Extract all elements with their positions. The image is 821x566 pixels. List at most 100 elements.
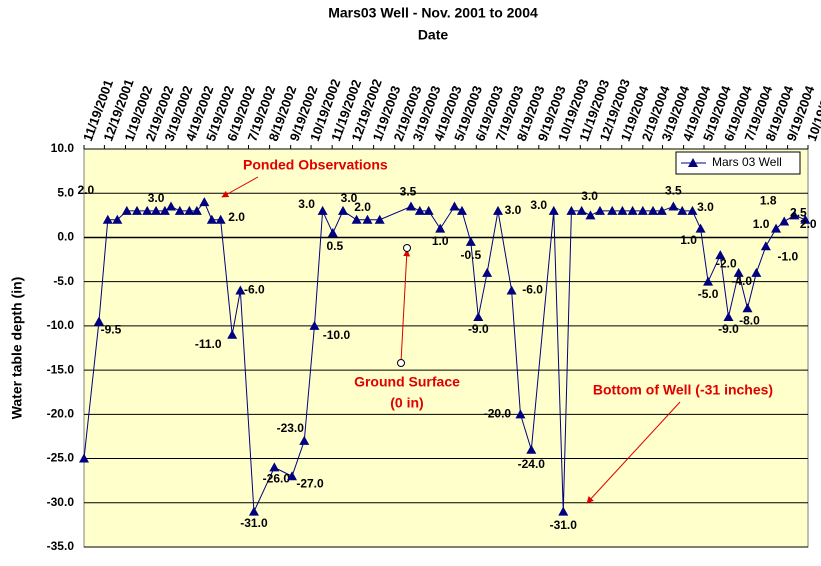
marker [166, 201, 177, 211]
marker [482, 267, 493, 277]
annotation: Bottom of Well (-31 inches) [593, 382, 773, 398]
marker [227, 329, 238, 339]
data-label: -27.0 [296, 476, 324, 490]
annotation: (0 in) [390, 395, 423, 411]
marker [779, 216, 790, 226]
data-label: 0.5 [326, 239, 343, 253]
marker [435, 223, 446, 233]
marker [617, 205, 628, 215]
data-label: -9.5 [101, 323, 122, 337]
marker [351, 214, 362, 224]
marker [121, 205, 132, 215]
marker [566, 205, 577, 215]
y-tick-label: -30.0 [47, 495, 75, 509]
data-label: 2.0 [228, 210, 245, 224]
marker [677, 205, 688, 215]
marker [594, 205, 605, 215]
marker [668, 201, 679, 211]
annotation: Ponded Observations [243, 157, 388, 173]
data-label: 2.0 [800, 217, 817, 231]
marker [159, 205, 170, 215]
marker [585, 210, 596, 220]
marker [760, 241, 771, 251]
marker [199, 197, 210, 207]
marker [607, 205, 618, 215]
marker [800, 214, 811, 224]
y-tick-label: 0.0 [57, 230, 74, 244]
data-label: -10.0 [323, 328, 351, 342]
marker [695, 223, 706, 233]
data-label: -20.0 [484, 407, 512, 421]
data-label: 1.0 [432, 234, 449, 248]
marker [687, 205, 698, 215]
marker [456, 205, 467, 215]
marker [93, 316, 104, 326]
data-label: -31.0 [550, 518, 578, 532]
marker [405, 201, 416, 211]
data-label: -0.5 [460, 248, 481, 262]
marker [449, 201, 460, 211]
y-tick-label: -20.0 [47, 407, 75, 421]
data-label: 2.5 [790, 206, 807, 220]
marker [132, 205, 143, 215]
arrow [221, 176, 259, 198]
legend: Mars 03 Well [675, 151, 801, 175]
marker [558, 506, 569, 516]
marker [309, 320, 320, 330]
marker [789, 210, 800, 220]
data-label: 3.0 [530, 198, 547, 212]
data-label: -6.0 [244, 283, 265, 297]
data-label: 2.0 [354, 200, 371, 214]
legend-marker [688, 158, 698, 167]
marker [473, 312, 484, 322]
marker [248, 506, 259, 516]
marker [526, 444, 537, 454]
data-label: -9.0 [468, 322, 489, 336]
data-label: -1.0 [778, 249, 799, 263]
marker [493, 205, 504, 215]
marker [423, 205, 434, 215]
marker [338, 205, 349, 215]
data-label: -5.0 [698, 287, 719, 301]
y-tick-label: -35.0 [47, 539, 75, 553]
marker [733, 267, 744, 277]
marker [576, 205, 587, 215]
marker [723, 312, 734, 322]
data-label: -24.0 [518, 457, 546, 471]
marker [362, 214, 373, 224]
marker [414, 205, 425, 215]
marker [174, 205, 185, 215]
marker [648, 205, 659, 215]
marker [515, 409, 526, 419]
marker [215, 214, 226, 224]
data-label: -9.0 [718, 322, 739, 336]
marker [112, 214, 123, 224]
data-label: -23.0 [277, 421, 305, 435]
data-label: -26.0 [263, 472, 291, 486]
chart-title: Mars03 Well - Nov. 2001 to 2004 [328, 5, 538, 21]
y-axis-label: Water table depth (in) [9, 277, 25, 420]
data-label: 1.0 [753, 217, 770, 231]
marker [548, 205, 559, 215]
data-label: -11.0 [195, 337, 222, 351]
marker [751, 267, 762, 277]
marker [235, 285, 246, 295]
data-label: 1.0 [680, 233, 697, 247]
marker [656, 205, 667, 215]
data-label: 1.8 [760, 194, 777, 208]
marker [142, 205, 153, 215]
data-label: 3.0 [148, 191, 165, 205]
y-tick-label: -15.0 [47, 362, 75, 376]
data-label: 3.0 [697, 200, 714, 214]
marker [627, 205, 638, 215]
arrow [586, 401, 681, 504]
data-label: 3.5 [400, 185, 417, 199]
marker [287, 471, 298, 481]
series: -9.5 2.0 3.0 2.0 -11.0 -6.0 -31.0 -26.0 -27.0 -23… [77, 183, 816, 532]
marker [327, 228, 338, 238]
legend-box [675, 151, 801, 175]
marker [637, 205, 648, 215]
marker [191, 205, 202, 215]
y-tick-label: 5.0 [57, 185, 74, 199]
legend-label: Mars 03 Well [712, 155, 782, 169]
